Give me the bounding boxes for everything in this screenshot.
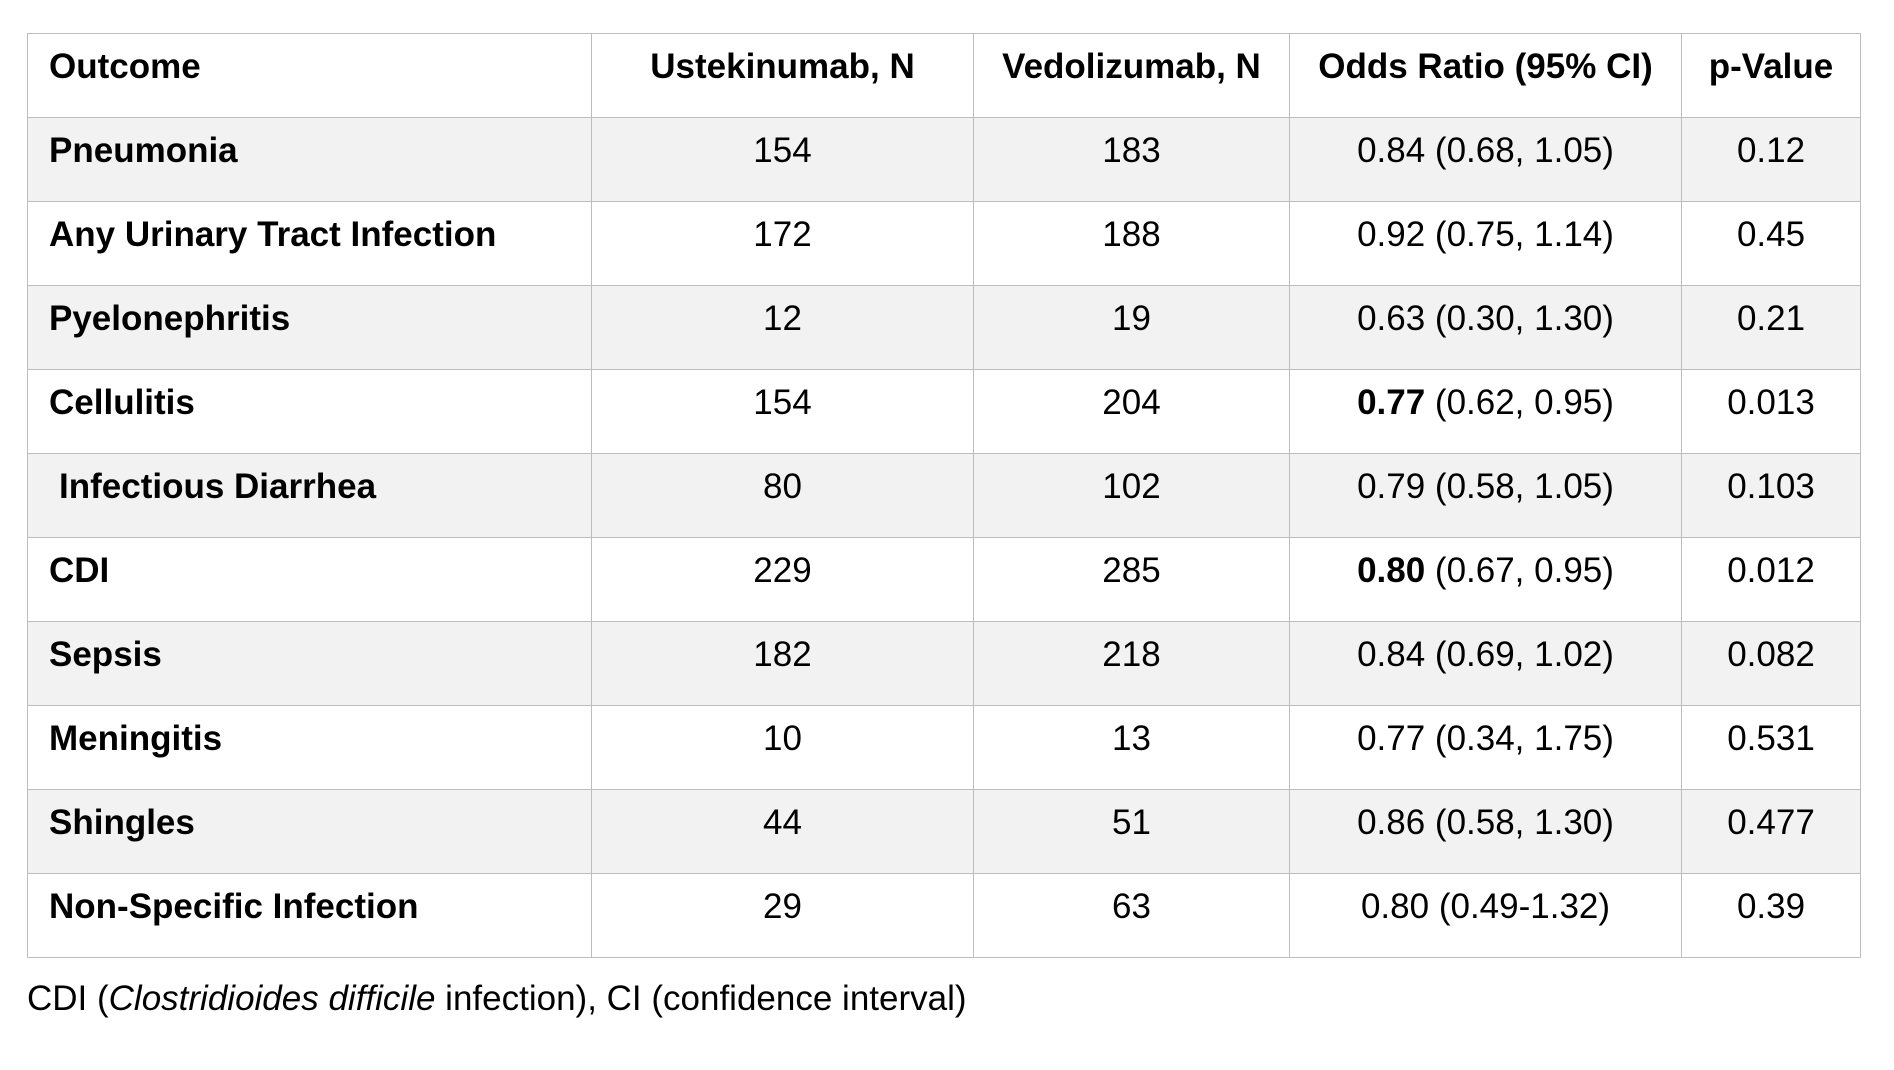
odds-ratio-cell: 0.77 (0.34, 1.75) bbox=[1289, 705, 1682, 790]
footnote-text: CDI ( bbox=[27, 979, 109, 1018]
vedolizumab-cell: 285 bbox=[973, 537, 1290, 622]
odds-ratio-point: 0.63 bbox=[1357, 299, 1426, 338]
outcome-cell: CDI bbox=[27, 537, 592, 622]
odds-ratio-cell: 0.80 (0.67, 0.95) bbox=[1289, 537, 1682, 622]
p-value-cell: 0.012 bbox=[1681, 537, 1861, 622]
outcome-cell: Non-Specific Infection bbox=[27, 873, 592, 958]
p-value-cell: 0.082 bbox=[1681, 621, 1861, 706]
outcome-cell: Any Urinary Tract Infection bbox=[27, 201, 592, 286]
table-row: Meningitis 10 13 0.77 (0.34, 1.75) 0.531 bbox=[27, 705, 1861, 790]
vedolizumab-cell: 102 bbox=[973, 453, 1290, 538]
odds-ratio-ci: (0.68, 1.05) bbox=[1425, 131, 1614, 170]
odds-ratio-cell: 0.63 (0.30, 1.30) bbox=[1289, 285, 1682, 370]
odds-ratio-cell: 0.86 (0.58, 1.30) bbox=[1289, 789, 1682, 874]
table-row: CDI 229 285 0.80 (0.67, 0.95) 0.012 bbox=[27, 537, 1861, 622]
p-value-cell: 0.45 bbox=[1681, 201, 1861, 286]
ustekinumab-cell: 12 bbox=[591, 285, 974, 370]
vedolizumab-cell: 218 bbox=[973, 621, 1290, 706]
vedolizumab-cell: 183 bbox=[973, 117, 1290, 202]
ustekinumab-cell: 229 bbox=[591, 537, 974, 622]
outcome-cell: Meningitis bbox=[27, 705, 592, 790]
p-value-cell: 0.531 bbox=[1681, 705, 1861, 790]
p-value-cell: 0.21 bbox=[1681, 285, 1861, 370]
p-value-cell: 0.103 bbox=[1681, 453, 1861, 538]
outcome-cell: Infectious Diarrhea bbox=[27, 453, 592, 538]
outcome-cell: Pyelonephritis bbox=[27, 285, 592, 370]
p-value-cell: 0.12 bbox=[1681, 117, 1861, 202]
odds-ratio-ci: (0.67, 0.95) bbox=[1425, 551, 1614, 590]
odds-ratio-cell: 0.77 (0.62, 0.95) bbox=[1289, 369, 1682, 454]
p-value-cell: 0.477 bbox=[1681, 789, 1861, 874]
header-vedolizumab: Vedolizumab, N bbox=[973, 33, 1290, 118]
table-footnote: CDI (Clostridioides difficile infection)… bbox=[27, 979, 967, 1019]
header-outcome: Outcome bbox=[27, 33, 592, 118]
odds-ratio-cell: 0.79 (0.58, 1.05) bbox=[1289, 453, 1682, 538]
odds-ratio-ci: (0.62, 0.95) bbox=[1425, 383, 1614, 422]
odds-ratio-point: 0.80 bbox=[1360, 887, 1430, 926]
outcome-cell: Pneumonia bbox=[27, 117, 592, 202]
ustekinumab-cell: 172 bbox=[591, 201, 974, 286]
table-row: Shingles 44 51 0.86 (0.58, 1.30) 0.477 bbox=[27, 789, 1861, 874]
table-row: Cellulitis 154 204 0.77 (0.62, 0.95) 0.0… bbox=[27, 369, 1861, 454]
footnote-italic-organism: Clostridioides difficile bbox=[108, 979, 436, 1018]
odds-ratio-point-significant: 0.80 bbox=[1357, 551, 1426, 590]
odds-ratio-cell: 0.84 (0.68, 1.05) bbox=[1289, 117, 1682, 202]
outcomes-table: Outcome Ustekinumab, N Vedolizumab, N Od… bbox=[27, 33, 1861, 958]
header-row: Outcome Ustekinumab, N Vedolizumab, N Od… bbox=[27, 33, 1861, 118]
vedolizumab-cell: 63 bbox=[973, 873, 1290, 958]
table-row: Any Urinary Tract Infection 172 188 0.92… bbox=[27, 201, 1861, 286]
table-row: Infectious Diarrhea 80 102 0.79 (0.58, 1… bbox=[27, 453, 1861, 538]
odds-ratio-cell: 0.92 (0.75, 1.14) bbox=[1289, 201, 1682, 286]
odds-ratio-point: 0.79 bbox=[1357, 467, 1426, 506]
header-ustekinumab: Ustekinumab, N bbox=[591, 33, 974, 118]
odds-ratio-point: 0.77 bbox=[1357, 719, 1426, 758]
odds-ratio-cell: 0.80 (0.49-1.32) bbox=[1289, 873, 1682, 958]
table-row: Pyelonephritis 12 19 0.63 (0.30, 1.30) 0… bbox=[27, 285, 1861, 370]
vedolizumab-cell: 51 bbox=[973, 789, 1290, 874]
vedolizumab-cell: 204 bbox=[973, 369, 1290, 454]
odds-ratio-ci: (0.30, 1.30) bbox=[1425, 299, 1614, 338]
ustekinumab-cell: 29 bbox=[591, 873, 974, 958]
outcome-cell: Sepsis bbox=[27, 621, 592, 706]
outcome-cell: Shingles bbox=[27, 789, 592, 874]
ustekinumab-cell: 80 bbox=[591, 453, 974, 538]
outcome-cell: Cellulitis bbox=[27, 369, 592, 454]
vedolizumab-cell: 19 bbox=[973, 285, 1290, 370]
odds-ratio-point: 0.84 bbox=[1357, 131, 1426, 170]
ustekinumab-cell: 182 bbox=[591, 621, 974, 706]
odds-ratio-point: 0.86 bbox=[1357, 803, 1426, 842]
table-row: Non-Specific Infection 29 63 0.80 (0.49-… bbox=[27, 873, 1861, 958]
odds-ratio-point-significant: 0.77 bbox=[1357, 383, 1426, 422]
header-p-value: p-Value bbox=[1681, 33, 1861, 118]
odds-ratio-ci: (0.34, 1.75) bbox=[1425, 719, 1614, 758]
odds-ratio-point: 0.84 bbox=[1357, 635, 1426, 674]
header-odds-ratio: Odds Ratio (95% CI) bbox=[1289, 33, 1682, 118]
odds-ratio-point: 0.92 bbox=[1357, 215, 1426, 254]
ustekinumab-cell: 154 bbox=[591, 117, 974, 202]
p-value-cell: 0.013 bbox=[1681, 369, 1861, 454]
ustekinumab-cell: 154 bbox=[591, 369, 974, 454]
vedolizumab-cell: 188 bbox=[973, 201, 1290, 286]
odds-ratio-ci: (0.58, 1.05) bbox=[1425, 467, 1614, 506]
footnote-text: infection), CI (confidence interval) bbox=[435, 979, 967, 1018]
odds-ratio-ci: (0.49-1.32) bbox=[1429, 887, 1611, 926]
odds-ratio-cell: 0.84 (0.69, 1.02) bbox=[1289, 621, 1682, 706]
ustekinumab-cell: 44 bbox=[591, 789, 974, 874]
odds-ratio-ci: (0.58, 1.30) bbox=[1425, 803, 1614, 842]
table-row: Sepsis 182 218 0.84 (0.69, 1.02) 0.082 bbox=[27, 621, 1861, 706]
p-value-cell: 0.39 bbox=[1681, 873, 1861, 958]
table-row: Pneumonia 154 183 0.84 (0.68, 1.05) 0.12 bbox=[27, 117, 1861, 202]
vedolizumab-cell: 13 bbox=[973, 705, 1290, 790]
odds-ratio-ci: (0.75, 1.14) bbox=[1425, 215, 1614, 254]
ustekinumab-cell: 10 bbox=[591, 705, 974, 790]
odds-ratio-ci: (0.69, 1.02) bbox=[1425, 635, 1614, 674]
